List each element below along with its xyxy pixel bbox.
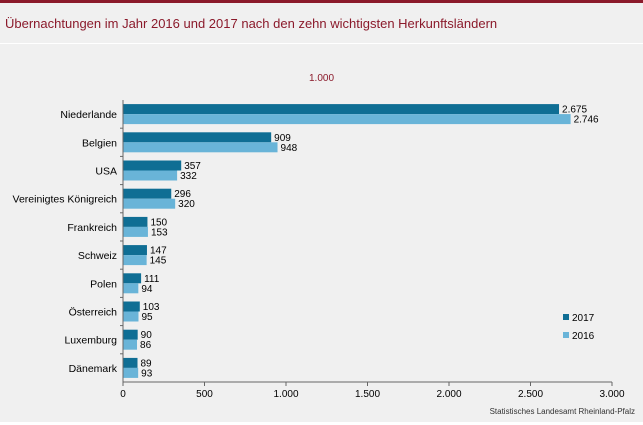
bar-2016 bbox=[123, 114, 571, 125]
bar-2016 bbox=[123, 311, 139, 322]
x-tick-label: 1.500 bbox=[355, 389, 380, 400]
bar-2016 bbox=[123, 198, 176, 209]
data-label: 357 bbox=[184, 161, 201, 172]
bar-2016 bbox=[123, 255, 147, 266]
bar-2017 bbox=[123, 329, 138, 340]
bar-2017 bbox=[123, 301, 140, 312]
data-label: 153 bbox=[151, 227, 168, 238]
bar-2017 bbox=[123, 132, 272, 143]
data-label: 90 bbox=[141, 330, 153, 341]
category-label: Frankreich bbox=[67, 222, 117, 234]
bar-2017 bbox=[123, 357, 138, 368]
bar-2016 bbox=[123, 226, 148, 237]
data-label: 86 bbox=[140, 340, 152, 351]
data-label: 150 bbox=[150, 217, 167, 228]
category-label: Österreich bbox=[69, 307, 118, 319]
category-label: Polen bbox=[90, 278, 117, 290]
category-label: Belgien bbox=[82, 137, 117, 149]
bar-2017 bbox=[123, 160, 182, 171]
category-label: USA bbox=[95, 166, 117, 178]
category-label: Schweiz bbox=[78, 250, 117, 262]
legend-label: 2016 bbox=[572, 331, 595, 342]
bar-2017 bbox=[123, 104, 560, 115]
data-label: 2.675 bbox=[562, 105, 587, 116]
data-label: 94 bbox=[141, 284, 153, 295]
data-label: 93 bbox=[141, 368, 153, 379]
x-tick-label: 2.500 bbox=[518, 389, 543, 400]
x-tick-label: 3.000 bbox=[599, 389, 624, 400]
data-label: 320 bbox=[178, 199, 195, 210]
x-tick-label: 2.000 bbox=[436, 389, 461, 400]
data-label: 111 bbox=[144, 274, 160, 285]
data-label: 909 bbox=[274, 133, 291, 144]
bar-2016 bbox=[123, 170, 178, 181]
x-tick-label: 500 bbox=[196, 389, 213, 400]
data-label: 948 bbox=[281, 143, 298, 154]
category-label: Dänemark bbox=[69, 363, 118, 375]
legend-swatch-2016 bbox=[563, 332, 569, 338]
bar-2016 bbox=[123, 339, 138, 350]
bar-2017 bbox=[123, 188, 172, 199]
bar-2017 bbox=[123, 273, 142, 284]
bar-2017 bbox=[123, 216, 148, 227]
category-label: Niederlande bbox=[60, 109, 117, 121]
data-label: 89 bbox=[141, 358, 153, 369]
data-label: 296 bbox=[174, 189, 191, 200]
bar-2017 bbox=[123, 245, 147, 256]
legend-label: 2017 bbox=[572, 313, 595, 324]
bar-2016 bbox=[123, 367, 139, 378]
data-label: 145 bbox=[150, 256, 167, 267]
data-label: 147 bbox=[150, 246, 167, 257]
data-label: 332 bbox=[180, 171, 197, 182]
data-label: 95 bbox=[141, 312, 153, 323]
unit-label: 1.000 bbox=[308, 73, 335, 84]
x-tick-label: 0 bbox=[120, 389, 126, 400]
data-label: 2.746 bbox=[574, 115, 599, 126]
chart-title: Übernachtungen im Jahr 2016 und 2017 nac… bbox=[5, 16, 498, 31]
title-divider bbox=[0, 43, 643, 44]
bar-2016 bbox=[123, 283, 139, 294]
category-label: Vereinigtes Königreich bbox=[13, 194, 118, 206]
category-label: Luxemburg bbox=[64, 335, 117, 347]
legend-swatch-2017 bbox=[563, 314, 569, 320]
x-tick-label: 1.000 bbox=[273, 389, 298, 400]
source-note: Statistisches Landesamt Rheinland-Pfalz bbox=[489, 407, 635, 416]
data-label: 103 bbox=[143, 302, 160, 313]
bar-2016 bbox=[123, 142, 278, 153]
